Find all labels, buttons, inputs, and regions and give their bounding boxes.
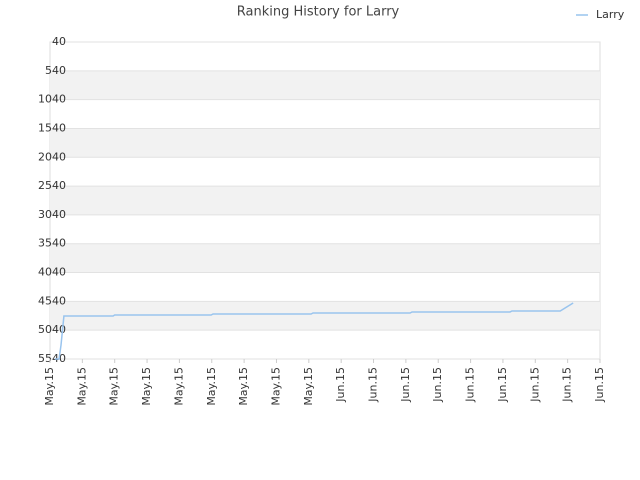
y-tick-label: 4540 [38, 294, 66, 307]
grid-band [50, 301, 600, 331]
x-tick-label: Jun.15 [561, 367, 574, 403]
y-tick-label: 2540 [38, 179, 66, 192]
grid-band [50, 128, 600, 158]
y-tick-label: 5540 [38, 352, 66, 365]
y-tick-label: 540 [45, 64, 66, 77]
y-tick-label: 3040 [38, 208, 66, 221]
x-tick-label: May.15 [75, 367, 88, 406]
x-tick-label: May.15 [237, 367, 250, 406]
x-tick-label: May.15 [140, 367, 153, 406]
y-tick-label: 1540 [38, 121, 66, 134]
x-tick-label: May.15 [205, 367, 218, 406]
x-tick-label: May.15 [269, 367, 282, 406]
grid-band [50, 186, 600, 215]
legend-label: Larry [596, 8, 625, 21]
grid-band [50, 243, 600, 273]
y-tick-label: 2040 [38, 150, 66, 163]
y-tick-label: 40 [52, 35, 66, 48]
y-tick-label: 4040 [38, 266, 66, 279]
x-tick-label: Jun.15 [399, 367, 412, 403]
y-tick-label: 1040 [38, 93, 66, 106]
grid-band [50, 70, 600, 100]
x-tick-label: Jun.15 [496, 367, 509, 403]
series-line [54, 302, 574, 360]
x-tick-label: Jun.15 [528, 367, 541, 403]
y-tick-label: 5040 [38, 323, 66, 336]
x-tick-label: May.15 [172, 367, 185, 406]
x-tick-label: Jun.15 [431, 367, 444, 403]
chart-title: Ranking History for Larry [237, 5, 400, 20]
x-tick-label: May.15 [302, 367, 315, 406]
x-tick-label: Jun.15 [334, 367, 347, 403]
y-tick-label: 3540 [38, 237, 66, 250]
x-tick-label: Jun.15 [367, 367, 380, 403]
x-tick-label: Jun.15 [464, 367, 477, 403]
x-tick-label: May.15 [43, 367, 56, 406]
x-tick-label: May.15 [108, 367, 121, 406]
x-tick-label: Jun.15 [593, 367, 606, 403]
